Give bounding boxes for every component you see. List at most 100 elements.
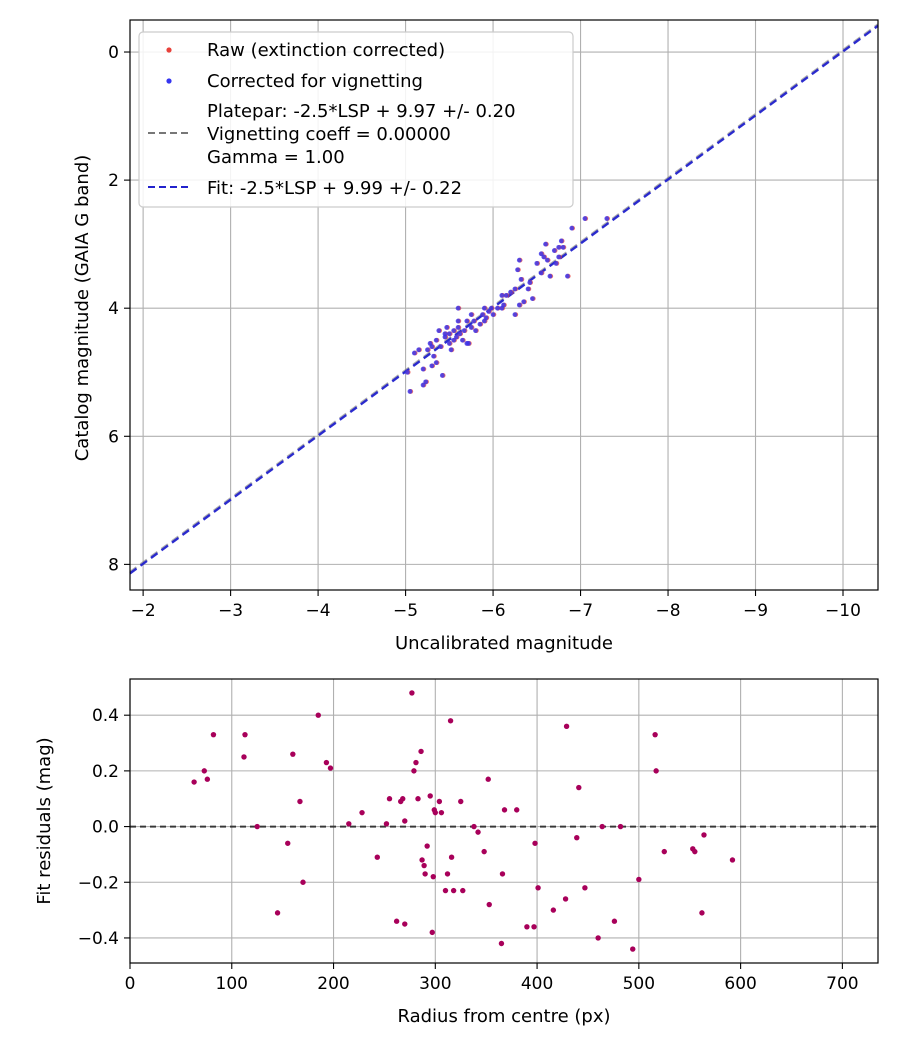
top-x-tick-label: −6 xyxy=(481,601,506,621)
bottom-y-ticks: 0.4 0.2 0.0 −0.2 −0.4 xyxy=(78,706,130,949)
corrected-point xyxy=(439,373,445,378)
top-x-tick-label: −9 xyxy=(743,601,768,621)
residual-point xyxy=(444,871,451,877)
corrected-point xyxy=(556,244,562,250)
corrected-point xyxy=(560,244,566,250)
corrected-point xyxy=(503,292,509,298)
top-x-tick-label: −5 xyxy=(393,601,418,621)
residual-point xyxy=(630,946,636,952)
corrected-point xyxy=(516,302,522,308)
residual-point xyxy=(285,840,291,846)
corrected-point xyxy=(460,337,465,343)
corrected-point xyxy=(423,379,429,385)
bottom-x-ticks: 0 100 200 300 400 500 600 700 xyxy=(125,963,859,994)
residual-point xyxy=(486,901,492,908)
bottom-y-tick-label: 0.4 xyxy=(92,706,119,726)
corrected-point xyxy=(464,318,470,324)
residual-point xyxy=(386,796,393,802)
corrected-point xyxy=(486,309,492,314)
legend-box xyxy=(138,31,574,208)
corrected-point xyxy=(558,238,564,244)
corrected-point xyxy=(604,216,610,221)
residual-point xyxy=(617,823,624,830)
residual-point xyxy=(729,857,736,863)
residual-point xyxy=(460,887,466,894)
corrected-point xyxy=(512,286,518,292)
corrected-point xyxy=(480,312,485,318)
residual-point xyxy=(531,924,537,930)
residual-point xyxy=(418,748,424,755)
bottom-x-tick-label: 500 xyxy=(623,974,655,994)
residual-point xyxy=(241,754,247,760)
corrected-point xyxy=(457,331,463,337)
residual-point xyxy=(699,910,705,916)
corrected-point xyxy=(468,312,474,318)
corrected-point xyxy=(495,305,500,311)
top-scatter-points xyxy=(404,216,610,394)
residual-point xyxy=(532,840,538,846)
corrected-point xyxy=(534,260,540,266)
residual-point xyxy=(297,798,303,805)
residual-point xyxy=(611,918,618,924)
top-x-tick-label: −8 xyxy=(656,601,681,621)
bottom-y-tick-label: −0.4 xyxy=(78,929,119,949)
residual-point xyxy=(481,848,487,855)
residual-point xyxy=(514,807,520,813)
residual-point xyxy=(448,854,455,860)
bottom-x-tick-label: 600 xyxy=(724,974,756,994)
residual-point xyxy=(413,759,419,766)
top-x-tick-label: −7 xyxy=(568,601,593,621)
residual-point xyxy=(524,924,530,930)
residual-point xyxy=(402,818,408,824)
corrected-point xyxy=(416,347,422,353)
residual-point xyxy=(427,793,433,799)
bottom-y-tick-label: 0.2 xyxy=(92,762,119,782)
top-y-tick-label: 8 xyxy=(108,555,119,575)
residual-point xyxy=(701,832,707,838)
residual-point xyxy=(430,873,436,880)
corrected-point xyxy=(512,312,518,318)
bottom-scatter-points xyxy=(191,690,736,952)
top-y-axis-title: Catalog magnitude (GAIA G band) xyxy=(72,155,93,462)
bottom-axes-frame xyxy=(129,678,879,964)
corrected-point xyxy=(582,216,588,221)
top-x-ticks: −2 −3 −4 −5 −6 −7 −8 −9 −10 xyxy=(131,590,861,621)
corrected-point xyxy=(455,325,461,330)
corrected-point xyxy=(543,241,548,247)
residual-point xyxy=(498,940,505,947)
residual-point xyxy=(409,690,415,696)
corrected-point xyxy=(420,366,426,372)
legend-vignetting-label: Vignetting coeff = 0.00000 xyxy=(207,124,451,145)
top-x-tick-label: −3 xyxy=(218,601,243,621)
corrected-point xyxy=(525,286,531,292)
residual-point xyxy=(576,784,582,791)
residual-point xyxy=(402,921,408,927)
residual-point xyxy=(210,731,217,738)
top-y-tick-label: 2 xyxy=(108,171,119,191)
corrected-point xyxy=(565,273,570,279)
legend-platepar-label: Platepar: -2.5*LSP + 9.97 +/- 0.20 xyxy=(207,101,516,122)
residuals-panel: 0 100 200 300 400 500 600 700 0.4 0.2 0.0 −0.2 −0.4… xyxy=(34,678,879,1027)
corrected-point xyxy=(541,254,547,260)
corrected-point xyxy=(527,280,533,285)
residual-point xyxy=(599,823,605,830)
residual-point xyxy=(661,848,667,855)
residual-point xyxy=(374,854,380,860)
corrected-point xyxy=(481,305,487,311)
residual-point xyxy=(562,896,569,902)
residual-point xyxy=(652,731,658,738)
corrected-point xyxy=(444,325,450,330)
residual-point xyxy=(315,712,321,718)
corrected-point xyxy=(547,273,553,279)
bottom-x-tick-label: 200 xyxy=(317,974,349,994)
residual-point xyxy=(485,776,491,782)
corrected-point xyxy=(455,318,461,324)
residual-point xyxy=(191,779,197,785)
corrected-point xyxy=(544,257,550,263)
residual-point xyxy=(475,829,481,835)
bottom-y-tick-label: −0.2 xyxy=(78,873,119,893)
corrected-point xyxy=(404,369,410,375)
corrected-point xyxy=(433,360,439,366)
top-x-tick-label: −2 xyxy=(131,601,156,621)
residual-point xyxy=(499,871,506,877)
